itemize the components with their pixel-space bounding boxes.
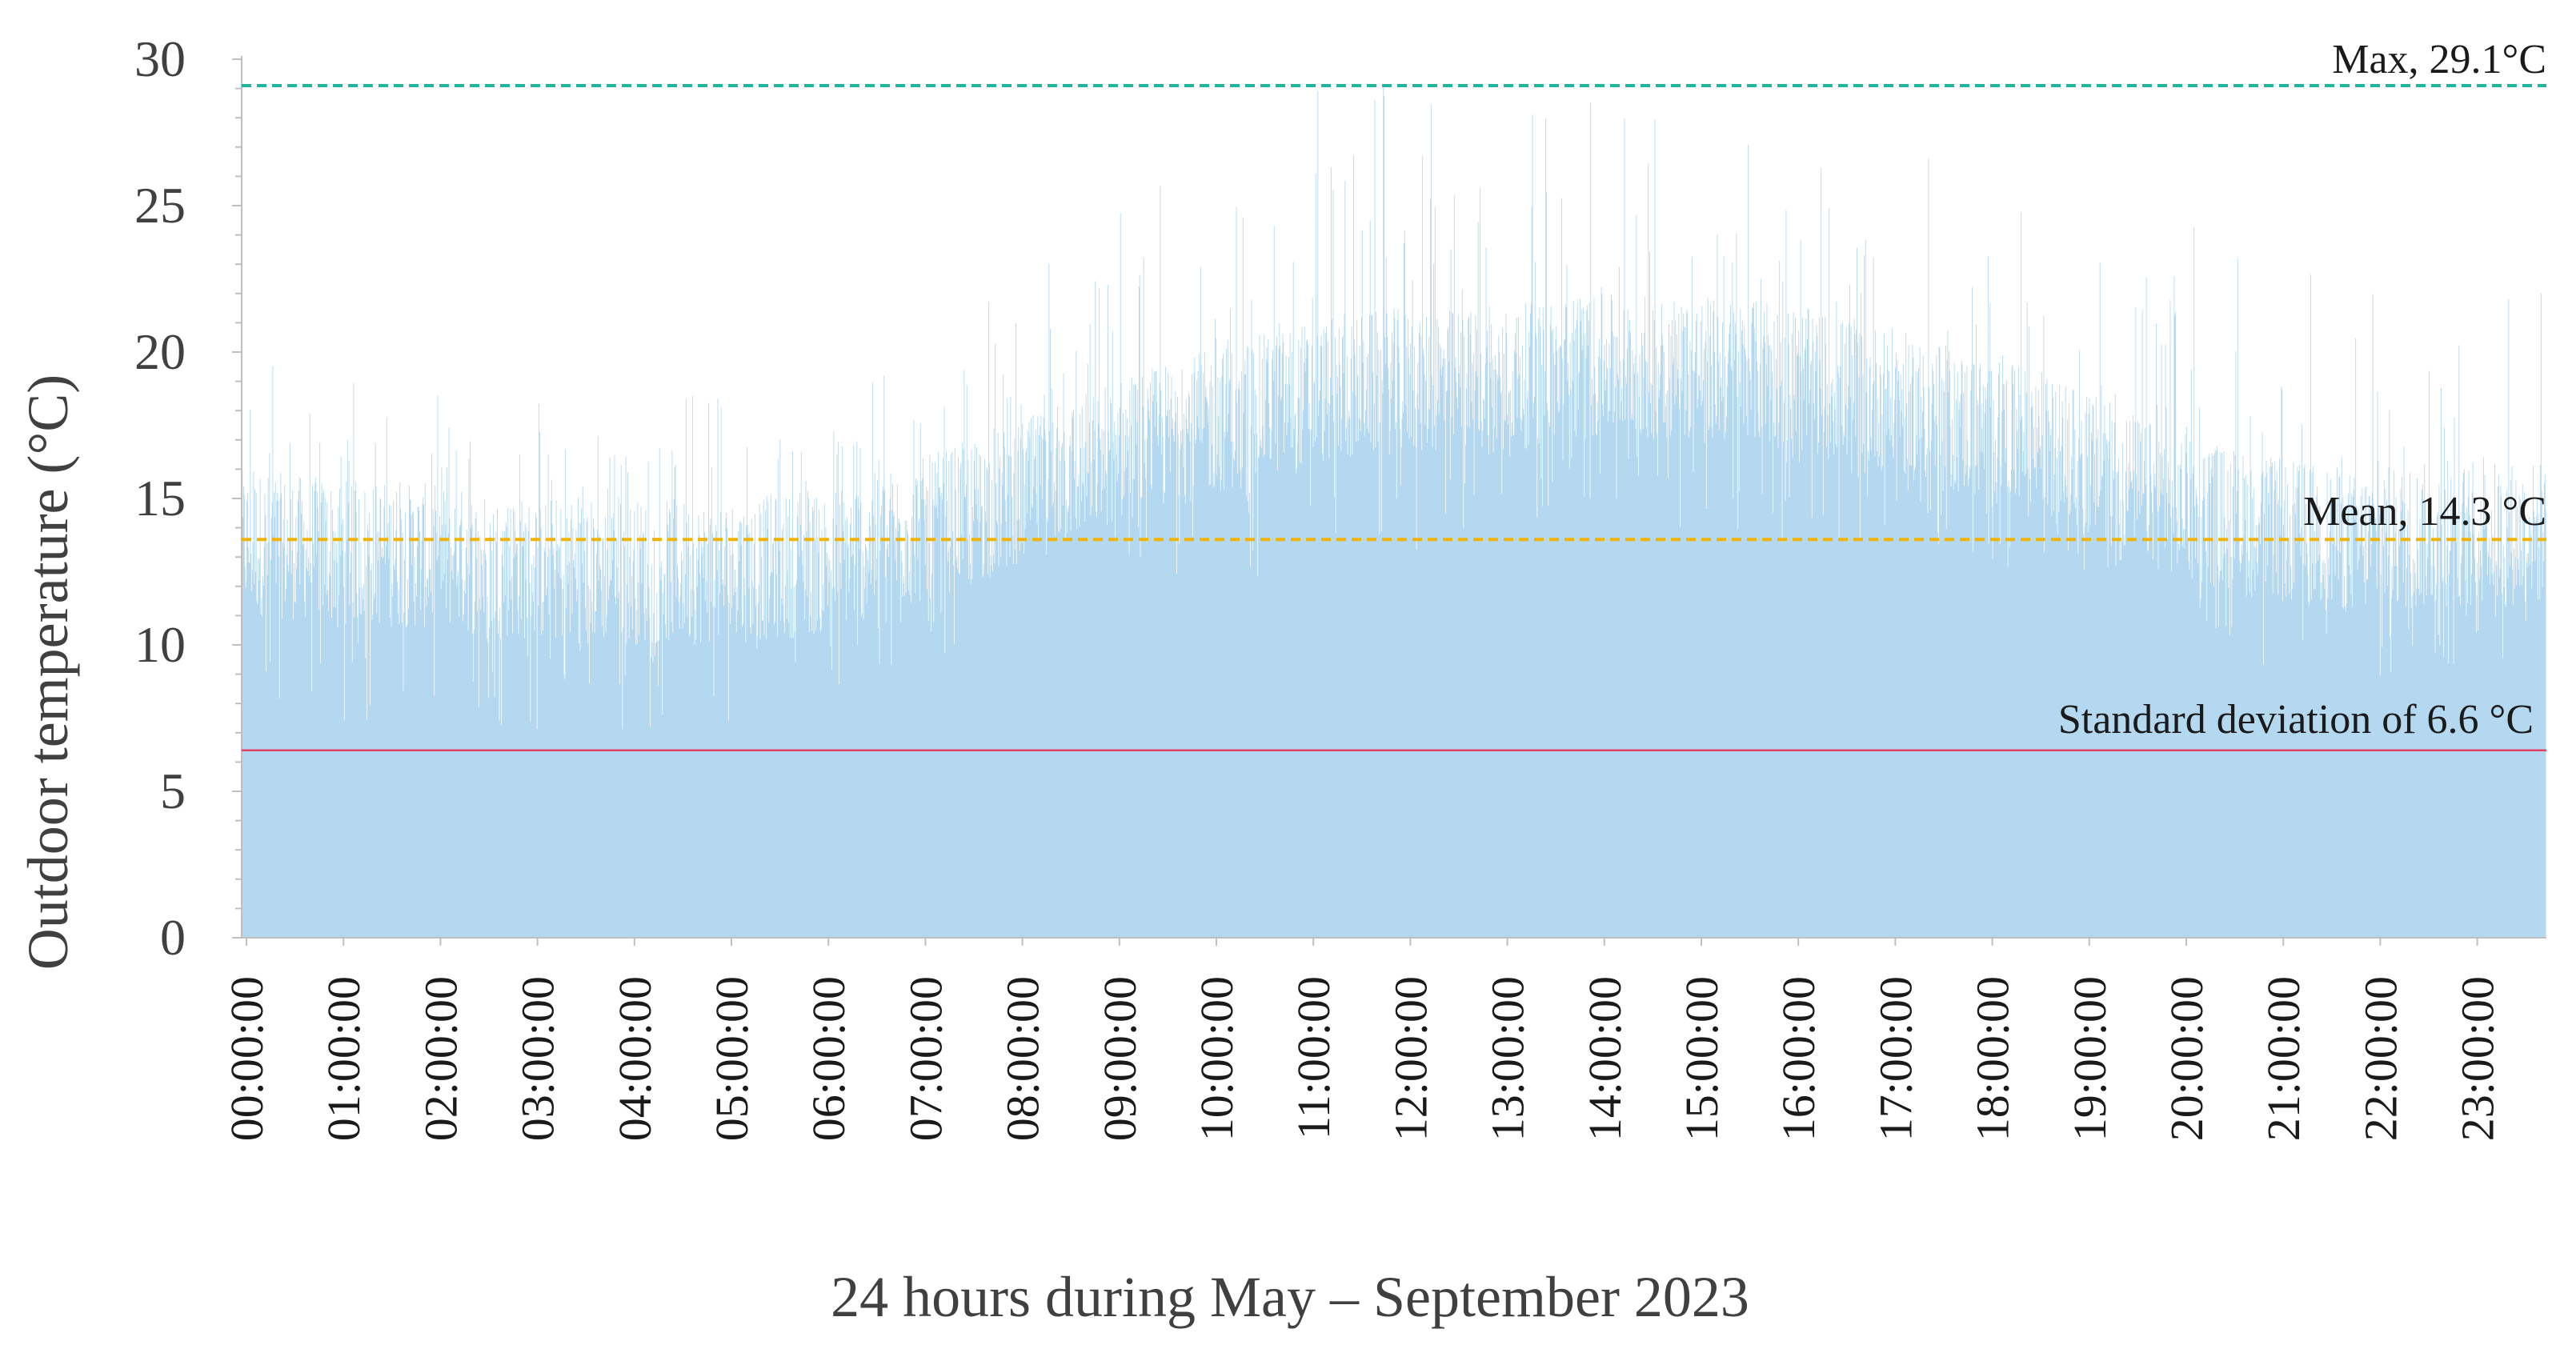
reference-line-label: Max, 29.1°C [2332, 37, 2546, 82]
x-tick-label: 16:00:00 [1773, 976, 1825, 1141]
x-tick-label: 20:00:00 [2161, 976, 2213, 1141]
y-tick-label: 25 [134, 177, 186, 234]
x-tick-label: 08:00:00 [997, 976, 1049, 1141]
x-tick-label: 21:00:00 [2258, 976, 2310, 1141]
x-tick-label: 19:00:00 [2064, 976, 2116, 1141]
y-tick-label: 0 [160, 909, 186, 966]
x-tick-label: 02:00:00 [415, 976, 467, 1141]
x-tick-label: 15:00:00 [1676, 976, 1728, 1141]
x-tick-label: 07:00:00 [899, 976, 951, 1141]
x-tick-label: 23:00:00 [2452, 976, 2504, 1141]
x-tick-label: 13:00:00 [1482, 976, 1534, 1141]
x-tick-label: 03:00:00 [512, 976, 564, 1141]
x-tick-label: 17:00:00 [1869, 976, 1921, 1141]
x-tick-label: 00:00:00 [221, 976, 273, 1141]
y-axis: 0 5 10 15 20 25 30 [134, 30, 242, 966]
y-tick-label: 15 [134, 470, 186, 526]
x-axis: 00:00:00 01:00:00 02:00:00 03:00:00 04:00:00… [221, 937, 2546, 1141]
x-tick-label: 11:00:00 [1288, 976, 1340, 1139]
x-tick-label: 04:00:00 [609, 976, 661, 1141]
x-tick-label: 10:00:00 [1191, 976, 1243, 1141]
temperature-bar-series [241, 86, 2546, 938]
x-tick-label: 22:00:00 [2354, 976, 2406, 1141]
y-tick-label: 10 [134, 616, 186, 673]
x-tick-label: 14:00:00 [1579, 976, 1631, 1141]
temperature-bars [241, 86, 2546, 938]
y-tick-label: 5 [160, 763, 186, 819]
y-tick-label: 30 [134, 30, 186, 87]
reference-lines: Max, 29.1°C Mean, 14.3 °C Standard deviati… [242, 37, 2546, 752]
y-tick-label: 20 [134, 323, 186, 380]
x-tick-label: 06:00:00 [803, 976, 855, 1141]
x-tick-label: 05:00:00 [706, 976, 758, 1141]
x-tick-label: 12:00:00 [1384, 976, 1436, 1141]
x-axis-title: 24 hours during May – September 2023 [831, 1265, 1749, 1329]
x-tick-label: 01:00:00 [318, 976, 370, 1141]
reference-line-label: Mean, 14.3 °C [2303, 489, 2546, 534]
x-tick-label: 18:00:00 [1967, 976, 2019, 1141]
reference-line-label: Standard deviation of 6.6 °C [2058, 697, 2534, 743]
x-tick-label: 09:00:00 [1094, 976, 1146, 1141]
y-axis-title: Outdoor temperature (°C) [16, 374, 80, 971]
